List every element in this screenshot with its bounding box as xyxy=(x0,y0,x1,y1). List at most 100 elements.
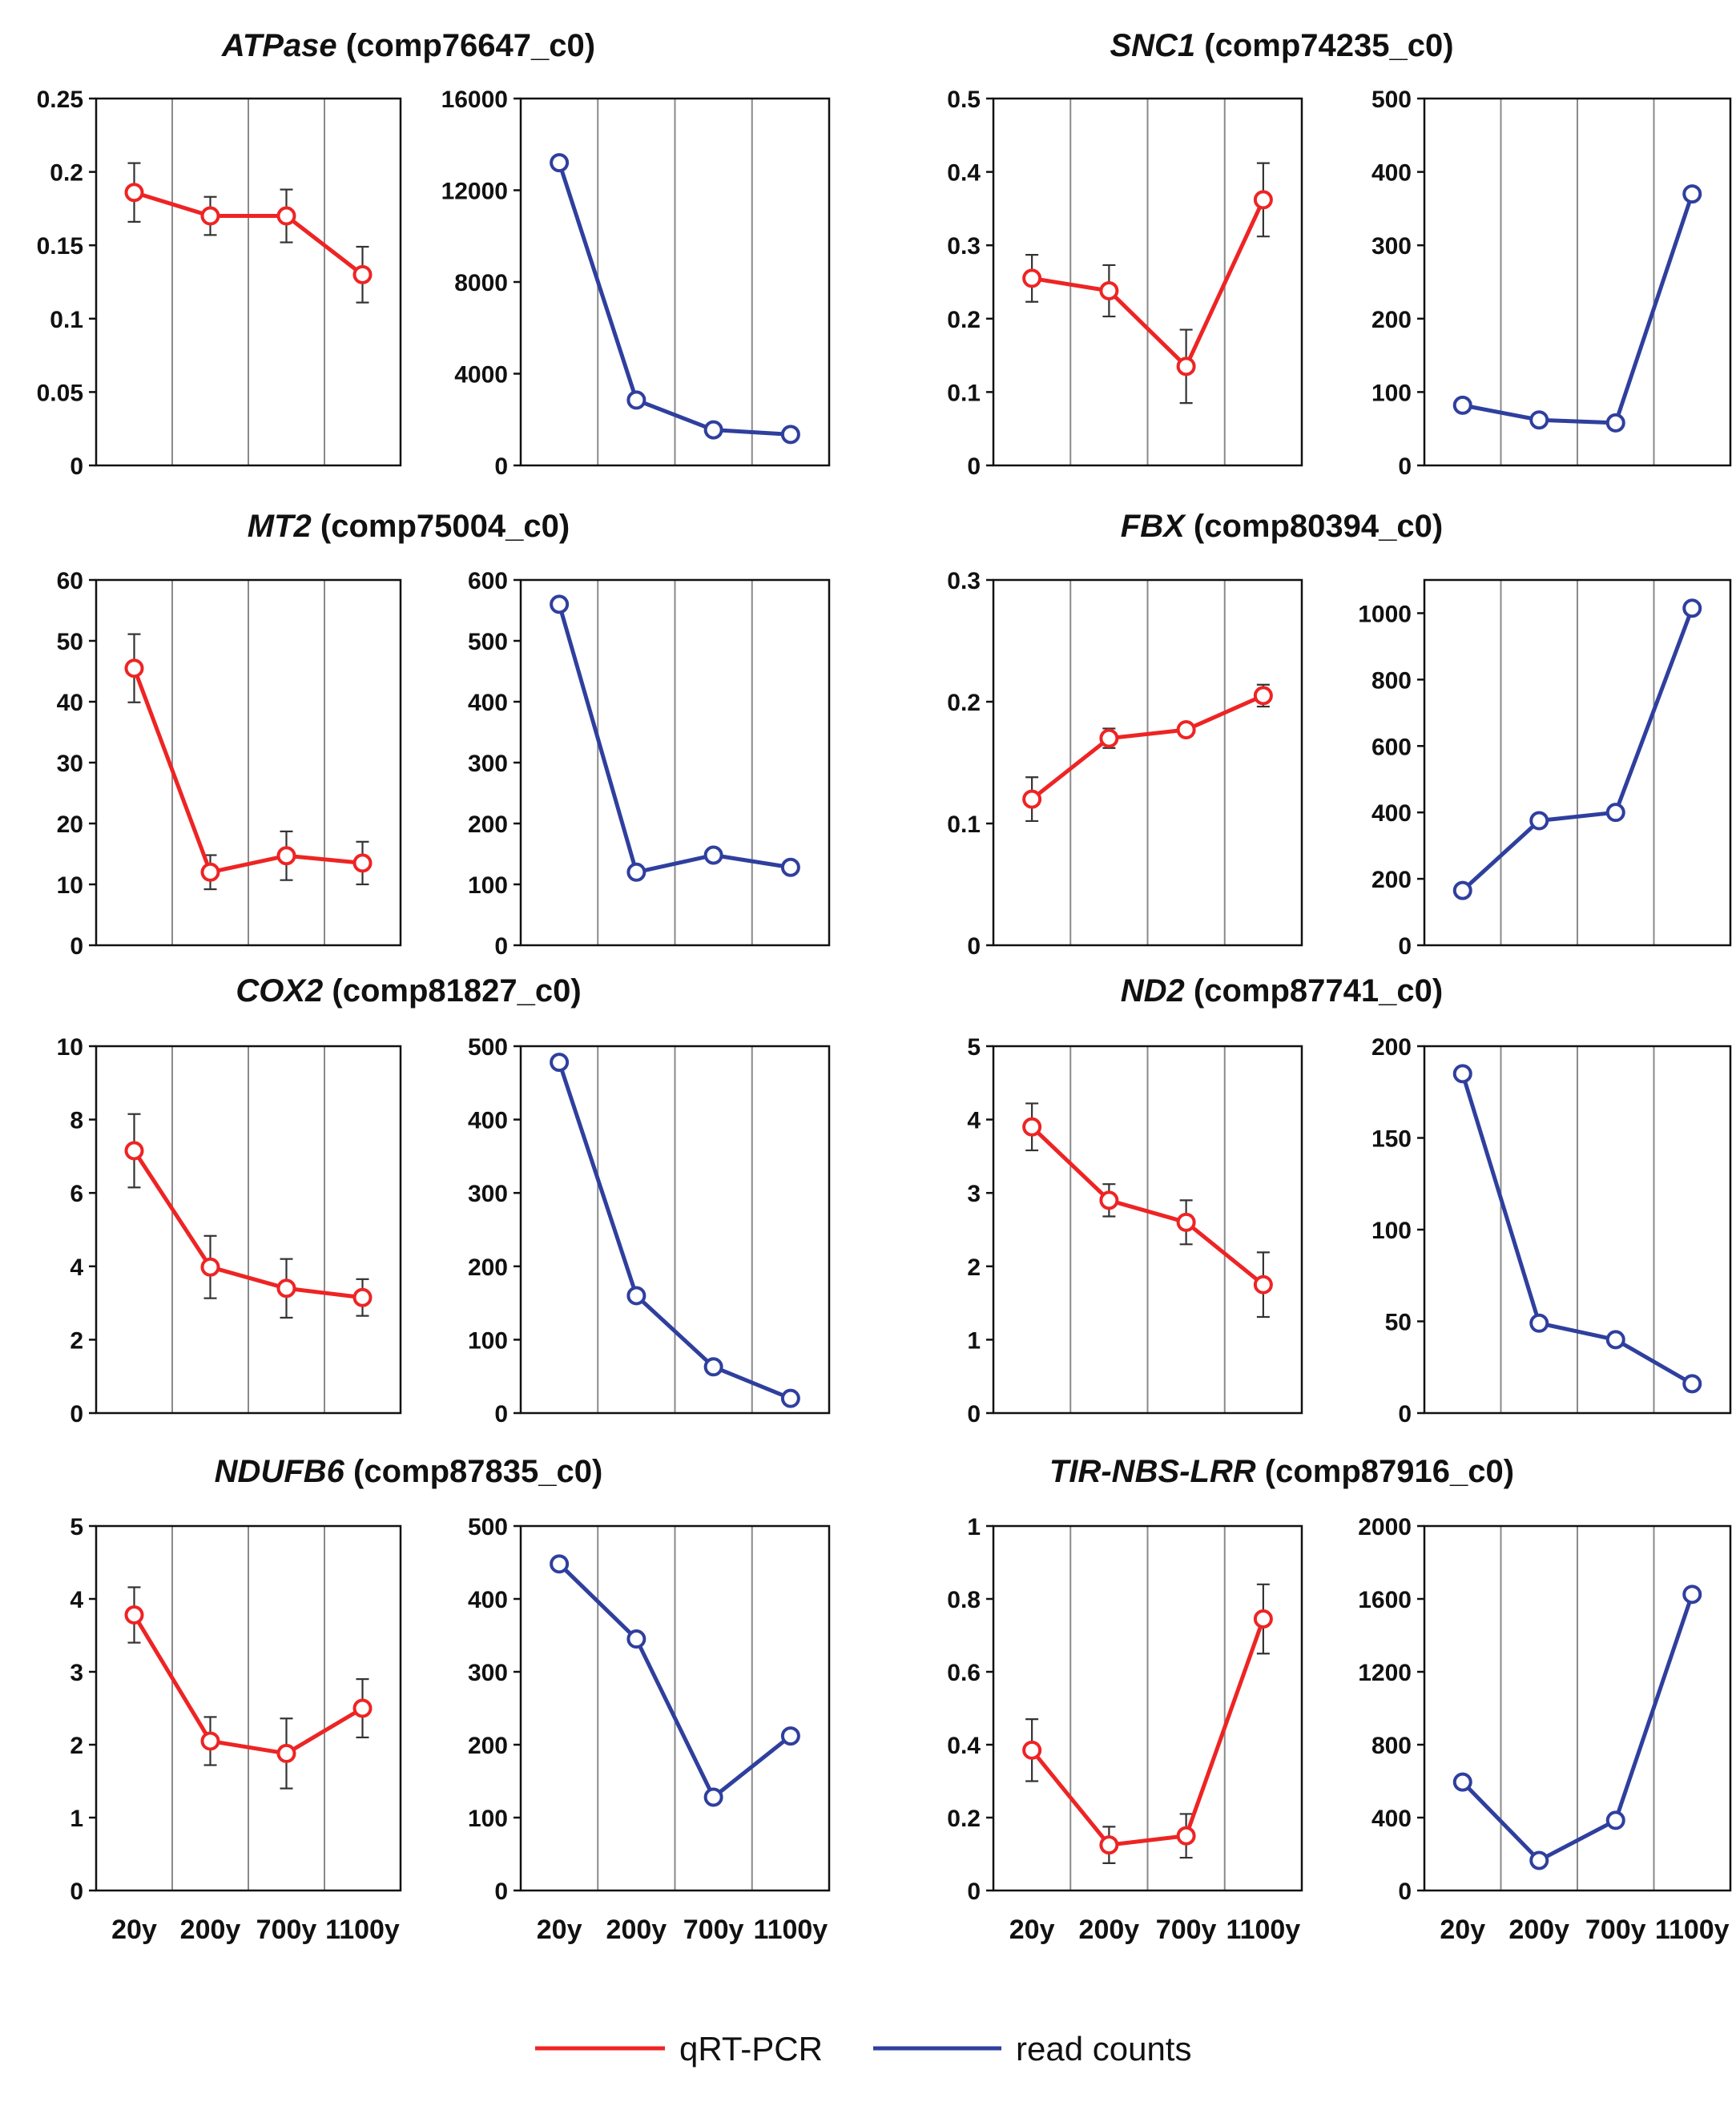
qrt-pcr-ytick-label: 0 xyxy=(70,1401,83,1427)
read-counts-xtick-label: 700y xyxy=(683,1915,744,1945)
qrt-pcr-ytick-label: 0 xyxy=(967,1878,981,1905)
qrt-pcr-ytick-label: 0.5 xyxy=(947,87,981,113)
read-counts-data-point xyxy=(626,1286,646,1306)
read-counts-plot-frame xyxy=(1423,1524,1732,1892)
qrt-pcr-ytick-label: 8 xyxy=(70,1108,83,1134)
read-counts-data-point xyxy=(1529,811,1549,831)
read-counts-xtick-label: 700y xyxy=(1585,1915,1646,1945)
qrt-pcr-ytick-label: 0 xyxy=(70,453,83,480)
read-counts-ytick-label: 200 xyxy=(468,811,508,838)
read-counts-ytick-label: 1200 xyxy=(1358,1660,1412,1686)
read-counts-xtick-label: 1100y xyxy=(1655,1915,1730,1945)
panel-cox2: COX2 (comp81827_c0)024681001002003004005… xyxy=(57,973,831,1427)
qrt-pcr-series-line xyxy=(133,190,365,276)
read-counts-ytick-label: 100 xyxy=(1371,380,1412,406)
gene-id: (comp80394_c0) xyxy=(1185,509,1443,544)
read-counts-plot-frame xyxy=(1423,97,1732,467)
read-counts-xtick-label: 20y xyxy=(537,1915,582,1945)
qrt-pcr-data-point xyxy=(124,1141,144,1161)
read-counts-xtick-label: 200y xyxy=(1508,1915,1569,1945)
read-counts-ytick-label: 50 xyxy=(1385,1310,1412,1336)
read-counts-ytick-label: 500 xyxy=(468,1034,508,1061)
panel-mt2: MT2 (comp75004_c0)0102030405060010020030… xyxy=(57,509,831,960)
panel-atpase: ATPase (comp76647_c0) 0 0.05 0.1 0.15 0.2 0.25… xyxy=(37,28,831,480)
qrt-pcr-data-point xyxy=(200,862,220,882)
qrt-pcr-data-point xyxy=(124,658,144,678)
read-counts-data-point xyxy=(1682,1374,1702,1394)
qrt-pcr-data-point xyxy=(1099,1835,1119,1855)
qrt-pcr-ytick-label: 0 xyxy=(70,933,83,960)
read-counts-ytick-label: 16000 xyxy=(441,87,508,113)
qrt-pcr-ytick-label: 0.2 xyxy=(947,1806,981,1832)
read-counts-ytick-label: 1600 xyxy=(1358,1587,1412,1613)
qrt-pcr-data-point xyxy=(1253,1274,1273,1295)
read-counts-data-point xyxy=(550,594,570,614)
read-counts-data-point xyxy=(1682,1584,1702,1605)
panel-grid: ATPase (comp76647_c0)00.050.10.150.20.25… xyxy=(37,28,1732,1945)
qrt-pcr-data-point xyxy=(276,1278,296,1299)
qrt-pcr-xtick-label: 200y xyxy=(1079,1915,1140,1945)
read-counts-data-point xyxy=(1452,880,1472,900)
read-counts-ytick-label: 100 xyxy=(468,1327,508,1354)
qrt-pcr-ytick-label: 6 xyxy=(70,1181,83,1207)
read-counts-data-point xyxy=(1682,184,1702,204)
qrt-pcr-series-line xyxy=(1030,1618,1266,1847)
read-counts-data-point xyxy=(1682,598,1702,618)
gene-name: ND2 xyxy=(1121,973,1185,1009)
qrt-pcr-ytick-label: 2 xyxy=(70,1327,83,1354)
qrt-pcr-data-point xyxy=(1022,1117,1042,1137)
read-counts-ytick-label: 500 xyxy=(468,629,508,655)
qrt-pcr-data-point xyxy=(276,1743,296,1763)
qrt-pcr-xtick-label: 1100y xyxy=(1226,1915,1301,1945)
read-counts-data-point xyxy=(626,862,646,882)
panel-title: FBX (comp80394_c0) xyxy=(1121,509,1443,544)
read-counts-data-point xyxy=(1605,413,1625,433)
qrt-pcr-data-point xyxy=(1099,1190,1119,1210)
qrt-pcr-ytick-label: 0.1 xyxy=(947,811,981,838)
qrt-pcr-data-point xyxy=(200,1257,220,1277)
read-counts-ytick-label: 4000 xyxy=(454,362,508,389)
read-counts-data-point xyxy=(1452,1064,1472,1084)
gene-name: COX2 xyxy=(236,973,323,1009)
qrt-pcr-ytick-label: 4 xyxy=(967,1108,981,1134)
qrt-pcr-ytick-label: 0.4 xyxy=(947,160,981,187)
gene-id: (comp74235_c0) xyxy=(1195,28,1453,63)
legend-label-read-counts: read counts xyxy=(1016,2030,1191,2068)
read-counts-plot-frame xyxy=(519,1524,831,1892)
qrt-pcr-ytick-label: 0.1 xyxy=(947,380,981,406)
read-counts-xtick-label: 20y xyxy=(1440,1915,1485,1945)
qrt-pcr-data-point xyxy=(1099,728,1119,748)
qrt-pcr-ytick-label: 10 xyxy=(57,1034,83,1061)
read-counts-ytick-label: 100 xyxy=(1371,1218,1412,1244)
qrt-pcr-ytick-label: 4 xyxy=(70,1587,83,1613)
qrt-pcr-ytick-label: 3 xyxy=(70,1660,83,1686)
panel-title: ND2 (comp87741_c0) xyxy=(1121,973,1443,1009)
qrt-pcr-data-point xyxy=(1253,686,1273,706)
read-counts-series-line xyxy=(1461,607,1694,892)
qrt-pcr-plot-frame xyxy=(992,578,1303,947)
read-counts-data-point xyxy=(780,1388,800,1408)
qrt-pcr-ytick-label: 0.2 xyxy=(947,307,981,333)
qrt-pcr-data-point xyxy=(124,1605,144,1625)
read-counts-data-point xyxy=(780,1726,800,1746)
read-counts-ytick-label: 400 xyxy=(1371,800,1412,827)
panel-tir-nbs-lrr: TIR-NBS-LRR (comp87916_c0) 0 0.2 0.4 0.6 0.8 1… xyxy=(947,1454,1732,1945)
read-counts-ytick-label: 100 xyxy=(468,1806,508,1832)
read-counts-ytick-label: 800 xyxy=(1371,667,1412,694)
qrt-pcr-data-point xyxy=(352,853,373,873)
qrt-pcr-ytick-label: 1 xyxy=(70,1806,83,1832)
qrt-pcr-ytick-label: 0.25 xyxy=(37,87,83,113)
read-counts-data-point xyxy=(1605,803,1625,823)
gene-name: NDUFB6 xyxy=(215,1454,345,1489)
qrt-pcr-ytick-label: 1 xyxy=(967,1514,981,1540)
qrt-pcr-data-point xyxy=(1176,1826,1196,1846)
read-counts-ytick-label: 200 xyxy=(1371,867,1412,893)
qrt-pcr-ytick-label: 0.2 xyxy=(50,160,83,187)
read-counts-data-point xyxy=(550,153,570,173)
read-counts-ytick-label: 2000 xyxy=(1358,1514,1412,1540)
qrt-pcr-data-point xyxy=(1253,190,1273,210)
qrt-pcr-series-line xyxy=(132,1150,363,1300)
gene-name: TIR-NBS-LRR xyxy=(1049,1454,1256,1489)
